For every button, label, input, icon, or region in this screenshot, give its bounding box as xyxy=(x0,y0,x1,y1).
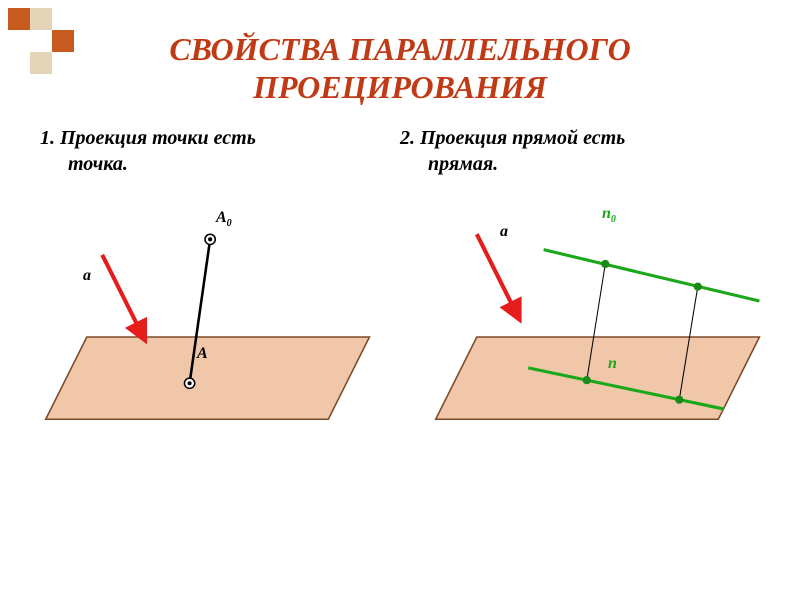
diagram-1: a A0 A xyxy=(20,187,390,487)
label-A0: A0 xyxy=(216,209,232,229)
subtitles-row: 1. Проекция точки есть точка. 2. Проекци… xyxy=(0,107,800,177)
dot-n-1 xyxy=(583,376,591,384)
subtitle-2-line2: прямая. xyxy=(400,151,760,177)
dot-n-2 xyxy=(675,395,683,403)
point-A0-inner xyxy=(208,237,212,241)
diagram-2: a n0 n xyxy=(410,187,780,487)
label-A: A xyxy=(197,345,208,363)
direction-arrow-2 xyxy=(477,234,518,316)
dot-n0-2 xyxy=(694,282,702,290)
corner-decoration xyxy=(8,8,78,83)
page-title: СВОЙСТВА ПАРАЛЛЕЛЬНОГО ПРОЕЦИРОВАНИЯ xyxy=(0,0,800,107)
direction-arrow-1 xyxy=(102,255,143,337)
subtitle-2: 2. Проекция прямой есть прямая. xyxy=(400,125,760,177)
title-line1: СВОЙСТВА ПАРАЛЛЕЛЬНОГО xyxy=(169,31,630,67)
label-a-1: a xyxy=(83,267,91,285)
title-line2: ПРОЕЦИРОВАНИЯ xyxy=(253,69,547,105)
label-n: n xyxy=(608,355,617,373)
subtitle-1: 1. Проекция точки есть точка. xyxy=(40,125,400,177)
subtitle-1-line1: 1. Проекция точки есть xyxy=(40,127,256,149)
point-A-inner xyxy=(188,381,192,385)
diagram-2-svg xyxy=(410,187,780,487)
label-n0: n0 xyxy=(602,205,616,225)
label-a-2: a xyxy=(500,223,508,241)
subtitle-1-line2: точка. xyxy=(40,151,400,177)
diagram-1-svg xyxy=(20,187,390,487)
line-n0 xyxy=(544,249,760,300)
subtitle-2-line1: 2. Проекция прямой есть xyxy=(400,127,625,149)
dot-n0-1 xyxy=(601,260,609,268)
diagrams-row: a A0 A a xyxy=(0,177,800,487)
